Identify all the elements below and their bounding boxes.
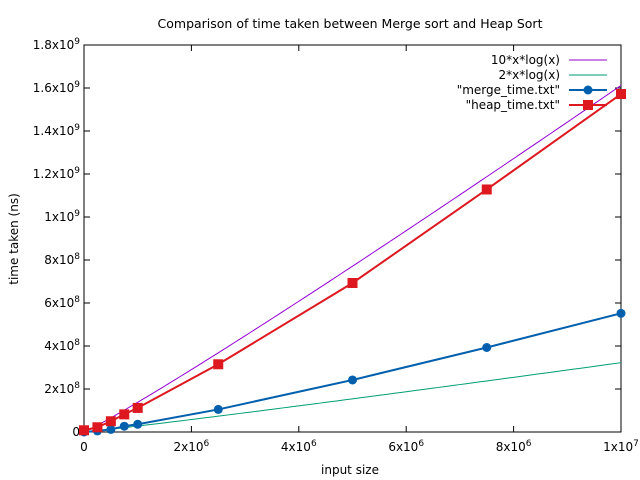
- y-tick-label: 4x108: [44, 338, 80, 353]
- data-point-merge-time-txt: [119, 421, 129, 431]
- data-point-heap-time-txt: [347, 278, 358, 289]
- y-tick-label-exponent: 8: [74, 295, 80, 305]
- data-point-heap-time-txt: [79, 425, 89, 436]
- y-tick-label: 1.4x109: [33, 123, 80, 138]
- x-tick-label-base: 2x10: [174, 440, 204, 454]
- legend-marker: [583, 85, 593, 95]
- chart-title: Comparison of time taken between Merge s…: [158, 16, 543, 31]
- data-point-merge-time-txt: [348, 375, 357, 385]
- x-tick-label-base: 1x10: [603, 440, 633, 454]
- x-axis-label: input size: [321, 463, 379, 477]
- y-tick-label-base: 6x10: [44, 296, 74, 310]
- y-tick-label: 0: [72, 425, 80, 439]
- y-tick-label: 1.8x109: [33, 37, 80, 52]
- y-tick-label: 2x108: [44, 381, 80, 396]
- y-tick-label: 1x109: [44, 209, 80, 224]
- x-tick-label-base: 8x10: [496, 440, 526, 454]
- series-merge-time-txt: [79, 308, 626, 437]
- y-tick-label-exponent: 9: [74, 209, 80, 219]
- y-tick-label-exponent: 9: [74, 123, 80, 133]
- legend-label: 10*x*log(x): [491, 53, 560, 67]
- series-line-2-x-log-x: [89, 362, 622, 432]
- y-tick-label-exponent: 8: [74, 338, 80, 348]
- x-tick-label: 8x106: [496, 439, 532, 454]
- y-tick-label-exponent: 9: [74, 166, 80, 176]
- x-tick-label-exponent: 6: [418, 439, 424, 449]
- y-tick-label: 8x108: [44, 252, 80, 267]
- legend-entry-2-x-log-x: 2*x*log(x): [499, 68, 607, 82]
- data-point-merge-time-txt: [616, 308, 626, 318]
- y-tick-label-exponent: 9: [74, 80, 80, 90]
- y-tick-label-base: 2x10: [44, 382, 74, 396]
- data-point-heap-time-txt: [481, 184, 492, 195]
- series-line-merge-time-txt: [83, 312, 622, 433]
- x-tick-label-exponent: 6: [204, 439, 210, 449]
- legend-label: "heap_time.txt": [466, 98, 560, 112]
- series-line-10-x-log-x: [89, 85, 622, 430]
- data-point-heap-time-txt: [105, 416, 116, 427]
- y-tick-label: 1.2x109: [33, 166, 80, 181]
- data-point-merge-time-txt: [213, 404, 223, 414]
- y-tick-label: 1.6x109: [33, 80, 80, 95]
- series-10-x-log-x: [89, 85, 622, 430]
- legend-label: 2*x*log(x): [499, 68, 561, 82]
- y-tick-label-base: 1.2x10: [33, 167, 74, 181]
- data-point-merge-time-txt: [106, 424, 116, 434]
- data-point-heap-time-txt: [616, 89, 626, 100]
- legend-marker: [583, 100, 593, 110]
- x-tick-label-base: 0: [80, 440, 88, 454]
- x-tick-label: 4x106: [281, 439, 317, 454]
- y-tick-label-exponent: 9: [74, 37, 80, 47]
- legend-label: "merge_time.txt": [457, 83, 560, 97]
- x-tick-label-exponent: 7: [633, 439, 639, 449]
- data-point-heap-time-txt: [213, 359, 224, 370]
- plot-area-border: [83, 44, 622, 433]
- data-point-merge-time-txt: [482, 343, 492, 353]
- y-tick-label-exponent: 8: [74, 252, 80, 262]
- y-tick-label-base: 1.8x10: [33, 38, 74, 52]
- y-tick-label-base: 1.6x10: [33, 81, 74, 95]
- data-point-merge-time-txt: [133, 419, 143, 429]
- y-tick-label-base: 0: [72, 425, 80, 439]
- x-tick-label-base: 4x10: [281, 440, 311, 454]
- legend: 10*x*log(x)2*x*log(x)"merge_time.txt""he…: [457, 53, 607, 112]
- y-tick-label-base: 1.4x10: [33, 124, 74, 138]
- x-tick-label: 1x107: [603, 439, 639, 454]
- data-point-heap-time-txt: [92, 422, 103, 433]
- series-heap-time-txt: [79, 89, 626, 436]
- y-tick-label-base: 4x10: [44, 339, 74, 353]
- x-tick-label: 2x106: [174, 439, 210, 454]
- x-tick-label: 6x106: [388, 439, 424, 454]
- data-point-heap-time-txt: [119, 409, 130, 420]
- data-point-heap-time-txt: [132, 402, 143, 413]
- series-2-x-log-x: [89, 362, 622, 432]
- axis-ticks: 02x1084x1086x1088x1081x1091.2x1091.4x109…: [33, 37, 639, 454]
- legend-entry-heap-time-txt: "heap_time.txt": [466, 98, 607, 112]
- x-tick-label-exponent: 6: [311, 439, 317, 449]
- legend-entry-10-x-log-x: 10*x*log(x): [491, 53, 607, 67]
- y-tick-label-exponent: 8: [74, 381, 80, 391]
- y-tick-label: 6x108: [44, 295, 80, 310]
- x-tick-label-base: 6x10: [388, 440, 418, 454]
- y-tick-label-base: 8x10: [44, 253, 74, 267]
- y-axis-label: time taken (ns): [7, 193, 21, 285]
- x-tick-label: 0: [80, 440, 88, 454]
- y-tick-label-base: 1x10: [44, 210, 74, 224]
- series-layer: [79, 85, 626, 437]
- legend-entry-merge-time-txt: "merge_time.txt": [457, 83, 607, 97]
- x-tick-label-exponent: 6: [526, 439, 532, 449]
